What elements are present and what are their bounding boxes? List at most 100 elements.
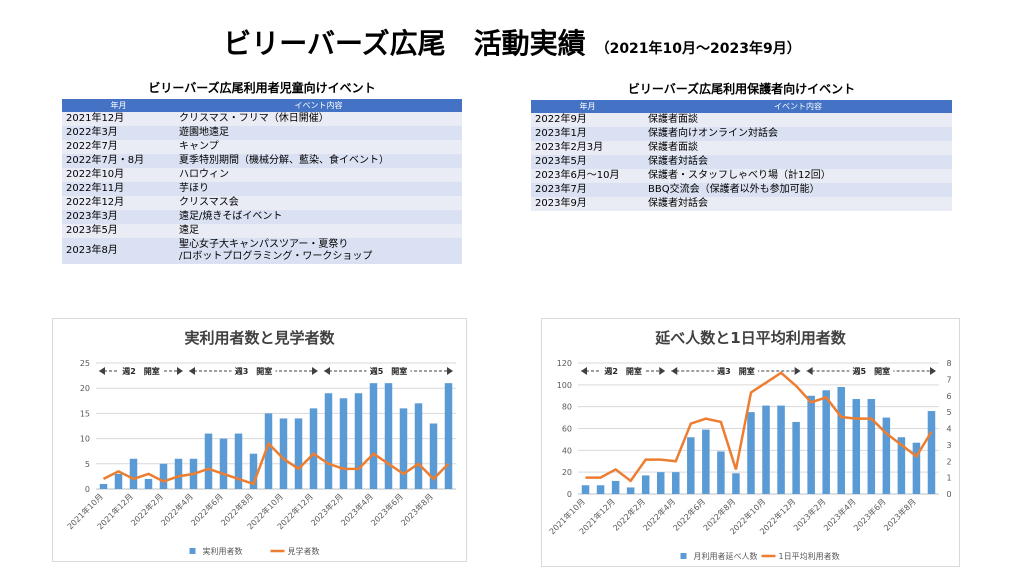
bar: [294, 418, 303, 489]
y-tick-label: 80: [562, 403, 572, 412]
cell: 保護者対話会: [644, 155, 952, 169]
cell: キャンプ: [175, 140, 462, 154]
row: 2023年5月 保護者対話会: [531, 155, 952, 169]
cell: 保護者対話会: [644, 197, 952, 211]
row: 2023年6月～10月 保護者・スタッフしゃべり場（計12回）: [531, 169, 952, 183]
y-tick-label: 5: [85, 460, 90, 469]
bar: [641, 475, 650, 494]
bar: [792, 421, 800, 494]
annotation-bg: [713, 365, 758, 377]
cell: クリスマス・フリマ（休日開催）: [175, 112, 462, 126]
cell: 2022年9月: [531, 113, 644, 127]
bar: [867, 399, 876, 494]
bar: [369, 383, 378, 489]
bar: [279, 418, 288, 489]
legend-label: 月利用者延べ人数: [694, 551, 758, 561]
annotation-bg: [601, 365, 646, 377]
bar: [581, 485, 590, 494]
bar: [777, 405, 785, 494]
table-title: ビリーバーズ広尾利用者児童向けイベント: [148, 81, 376, 95]
legend-label: 見学者数: [288, 546, 320, 556]
page-title: ビリーバーズ広尾 活動実績 （2021年10月～2023年9月）: [0, 22, 1024, 62]
y-tick-label: 20: [80, 384, 90, 393]
bar: [732, 473, 740, 494]
row: 2023年5月 遠足: [62, 224, 462, 238]
header-row: 年月 イベント内容: [531, 100, 952, 113]
cell: 保護者向けオンライン対話会: [644, 127, 952, 141]
bar: [927, 411, 936, 494]
x-tick-label: 2023年8月: [399, 491, 435, 527]
table-block: ビリーバーズ広尾利用保護者向けイベント 年月 イベント内容 2022年9月 保護者面談 2…: [531, 80, 952, 211]
bar: [444, 383, 453, 489]
legend-swatch: [189, 548, 196, 554]
row: 2023年9月 保護者対話会: [531, 197, 952, 211]
annotation: 週5 開室: [370, 366, 408, 376]
y2-tick-label: 8: [946, 359, 951, 368]
bar: [354, 393, 363, 489]
bar: [414, 403, 423, 489]
bar: [882, 417, 891, 494]
y-tick-label: 15: [80, 409, 90, 418]
bar: [611, 480, 620, 494]
bar: [264, 413, 273, 489]
legend-label: 実利用者数: [203, 546, 243, 556]
column-header: 年月: [531, 100, 644, 113]
y-tick-label: 120: [557, 359, 572, 368]
cell: 2022年11月: [62, 182, 175, 196]
bar: [309, 408, 318, 489]
row: 2023年1月 保護者向けオンライン対話会: [531, 127, 952, 141]
cell: 2023年3月: [62, 210, 175, 224]
table-title: ビリーバーズ広尾利用保護者向けイベント: [627, 82, 856, 96]
bar: [687, 437, 695, 494]
cell: 遠足/焼きそばイベント: [175, 210, 462, 224]
row: 2022年7月 キャンプ: [62, 140, 462, 154]
bar: [672, 472, 680, 494]
bar: [219, 438, 228, 489]
bar: [822, 390, 830, 494]
bar: [912, 442, 921, 494]
y2-tick-label: 2: [946, 457, 951, 466]
header-row: 年月 イベント内容: [62, 99, 462, 112]
table: 年月 イベント内容 2021年12月 クリスマス・フリマ（休日開催） 2022年3月 遊園…: [62, 99, 462, 264]
bar: [144, 478, 153, 489]
cell: 遊園地遠足: [175, 126, 462, 140]
bar: [204, 433, 213, 489]
cell: 2023年6月～10月: [531, 169, 644, 183]
row: 2022年7月・8月 夏季特別期間（機械分解、藍染、食イベント）: [62, 154, 462, 168]
title-text: ビリーバーズ広尾 活動実績: [223, 27, 586, 60]
row: 2022年9月 保護者面談: [531, 113, 952, 127]
cell: 2023年5月: [62, 224, 175, 238]
annotation-bg: [366, 365, 411, 377]
chart: 延べ人数と1日平均利用者数 0 20 40 60 80 100 120 0 1 2 3 4 5 6 7 8 202…: [541, 318, 960, 567]
y2-tick-label: 3: [946, 441, 951, 450]
column-header: 年月: [62, 99, 175, 112]
y2-tick-label: 6: [946, 392, 951, 401]
line: [102, 441, 450, 486]
cell: 2022年3月: [62, 126, 175, 140]
annotation-bg: [849, 365, 894, 377]
cell: 保護者面談: [644, 113, 952, 127]
cell: 2022年7月・8月: [62, 154, 175, 168]
bar: [596, 485, 605, 494]
annotation: 週5 開室: [853, 366, 891, 376]
cell: 2023年8月: [62, 238, 175, 264]
y-tick-label: 100: [557, 381, 572, 390]
cell: 2023年2月3月: [531, 141, 644, 155]
bar: [747, 412, 755, 494]
y-tick-label: 60: [562, 425, 572, 434]
y-tick-label: 25: [80, 359, 90, 368]
row: 2023年3月 遠足/焼きそばイベント: [62, 210, 462, 224]
cell: クリスマス会: [175, 196, 462, 210]
y-tick-label: 0: [567, 490, 572, 499]
bar: [626, 487, 635, 494]
cell: ハロウィン: [175, 168, 462, 182]
bar: [807, 395, 815, 494]
subtitle: （2021年10月～2023年9月）: [595, 41, 801, 57]
y-tick-label: 40: [562, 446, 572, 455]
row: 2023年8月 聖心女子大キャンパスツアー・夏祭り /ロボットプログラミング・ワー…: [62, 238, 462, 264]
cell: 2022年12月: [62, 196, 175, 210]
line: [585, 371, 933, 483]
y2-tick-label: 4: [946, 425, 951, 434]
row: 2022年3月 遊園地遠足: [62, 126, 462, 140]
